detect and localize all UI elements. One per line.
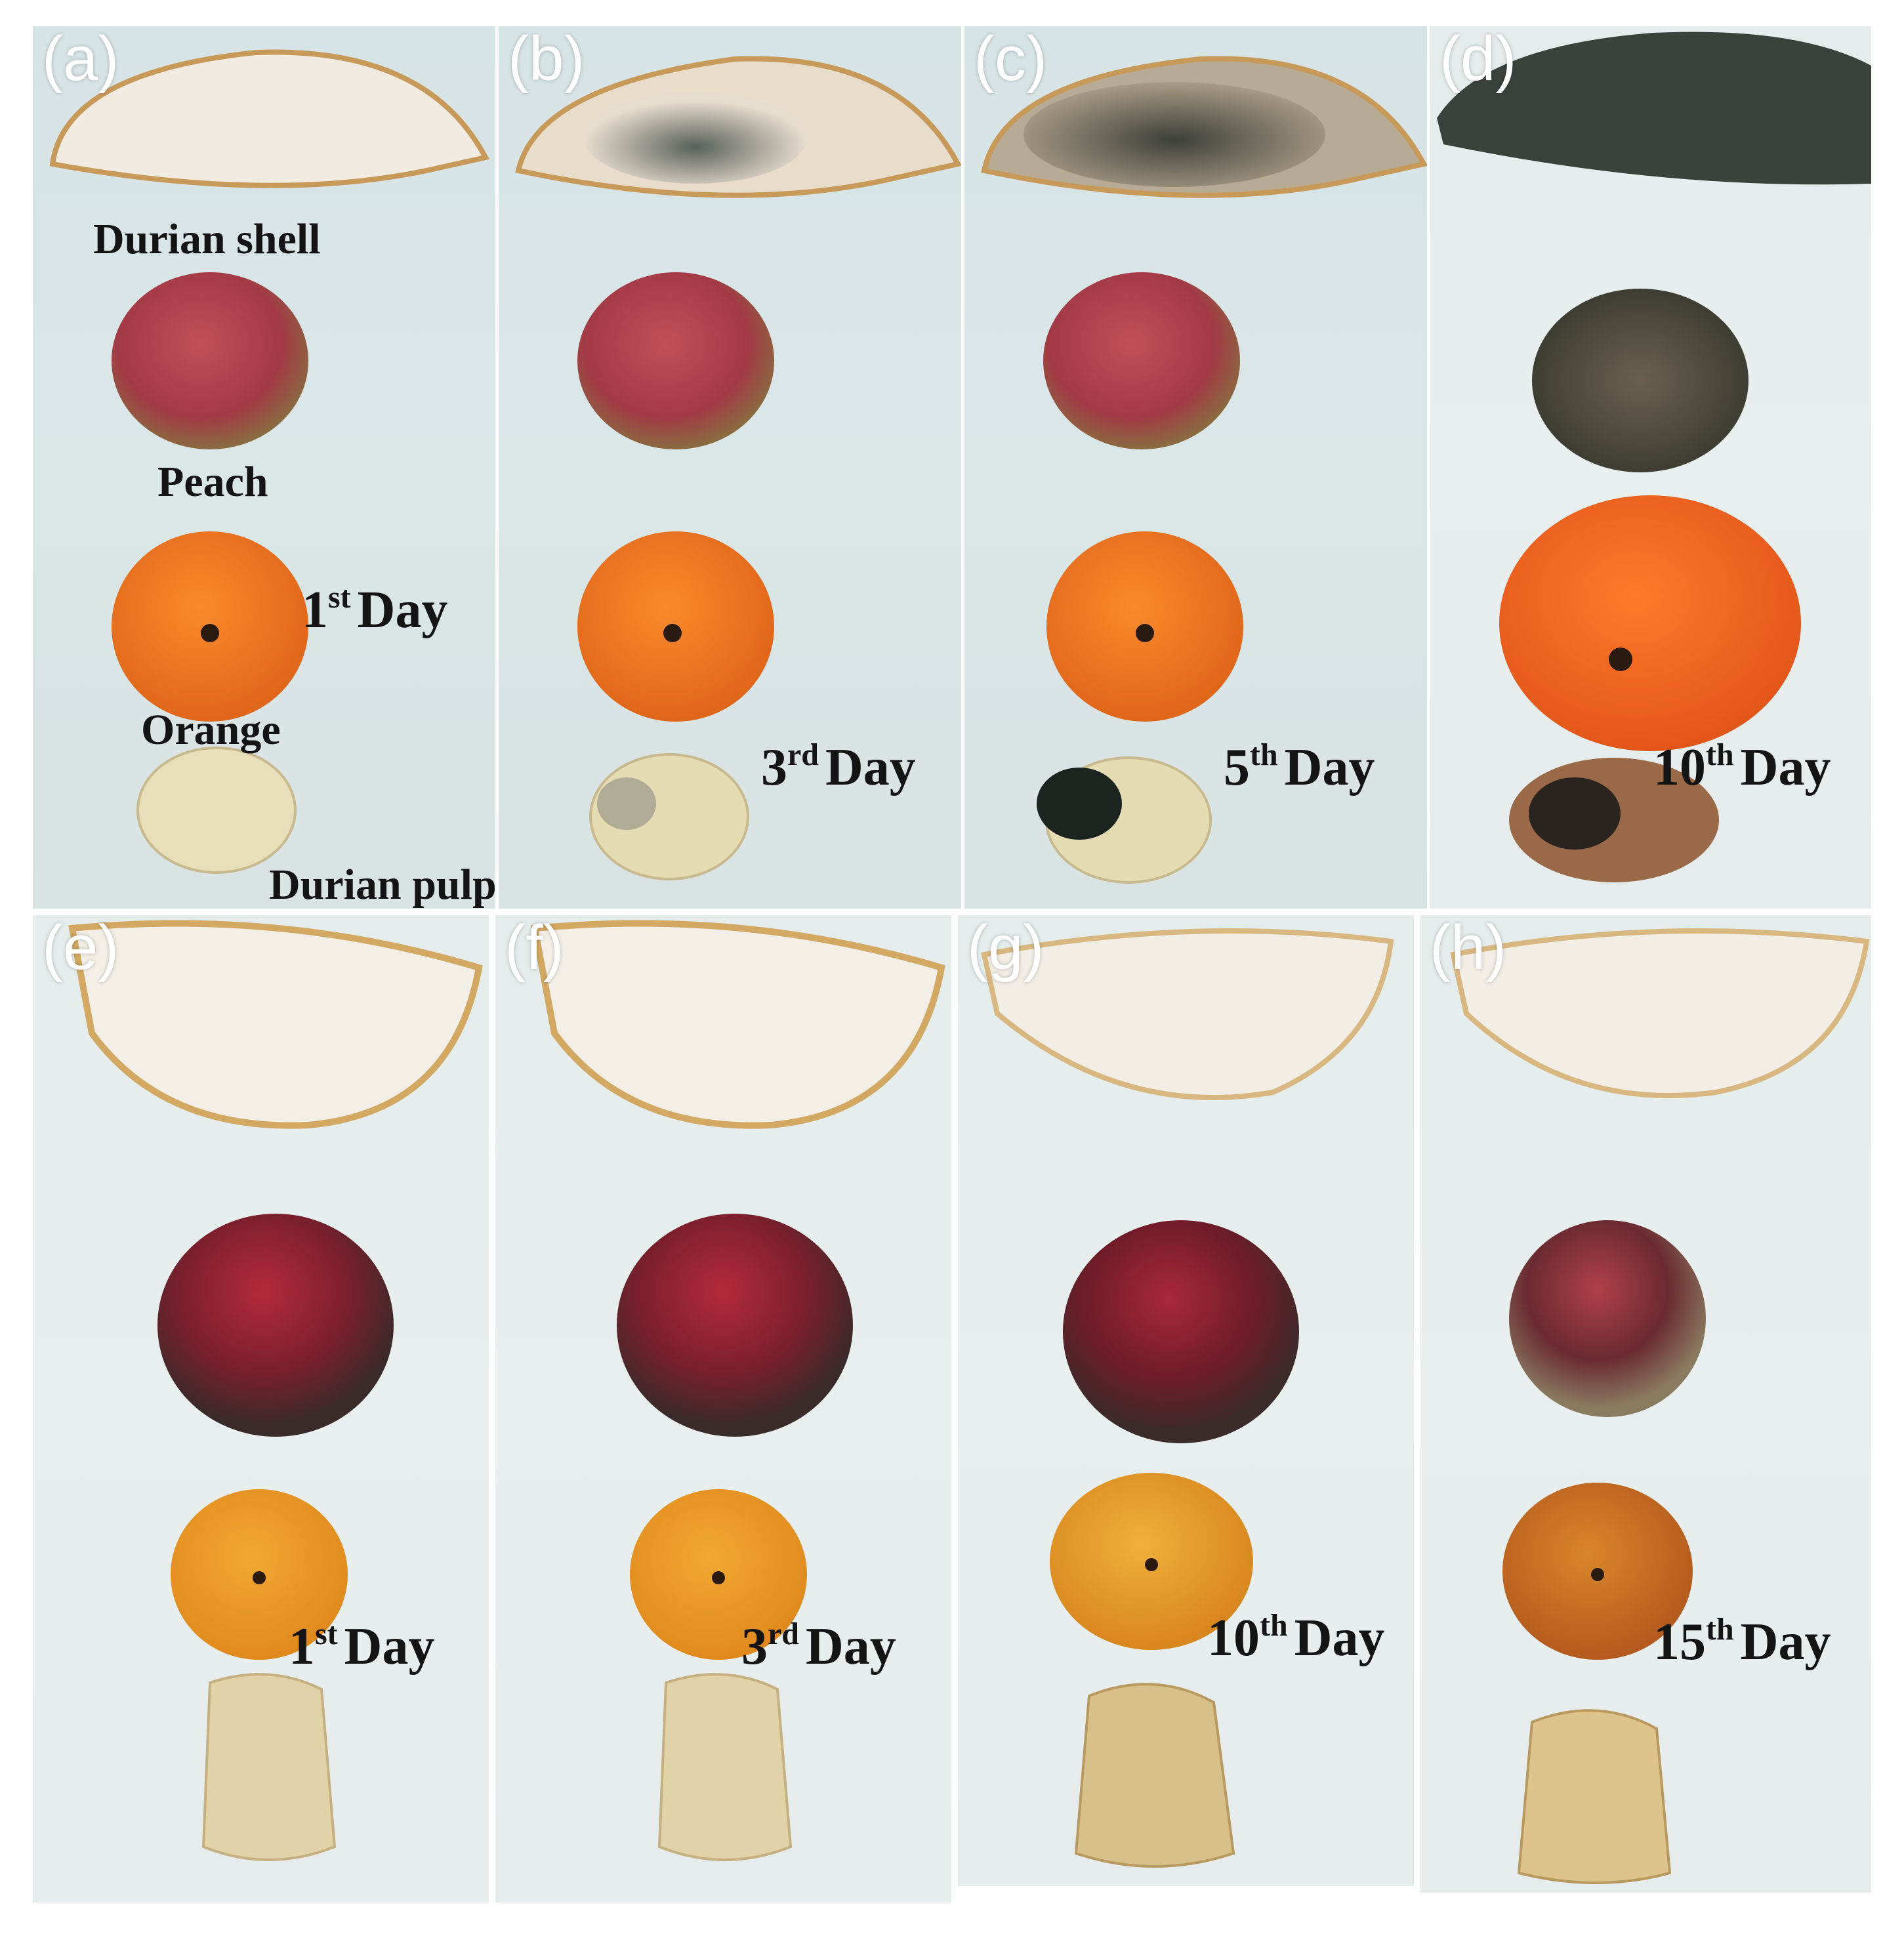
panel-a-photo	[49, 49, 489, 874]
mold-patch	[1037, 768, 1122, 840]
panel-h-photo	[1450, 928, 1870, 1884]
panel-e-photo	[68, 920, 483, 1861]
peach	[112, 272, 308, 449]
panel-a: (a) Durian shell Peach Orange Durian pul…	[33, 26, 495, 909]
panel-tag: (g)	[967, 915, 1045, 983]
panel-tag: (h)	[1430, 915, 1507, 983]
mold-patch	[597, 777, 656, 830]
durian-pulp	[201, 1673, 337, 1861]
day-label: 1st Day	[289, 1616, 435, 1676]
orange-stem	[1609, 648, 1632, 671]
day-label: 3rd Day	[741, 1616, 896, 1676]
panel-g: (g) 10th Day	[958, 915, 1414, 1886]
panel-d-photo	[1437, 31, 1871, 882]
orange	[1499, 495, 1801, 751]
panel-c-photo	[981, 56, 1427, 884]
panel-h: (h) 15th Day	[1420, 915, 1871, 1893]
panel-tag: (e)	[42, 915, 119, 983]
durian-shell	[1437, 31, 1871, 185]
peach	[1043, 272, 1240, 449]
mold-patch	[1024, 82, 1325, 187]
panel-tag: (b)	[508, 26, 585, 94]
panel-e: (e) 1st Day	[33, 915, 489, 1903]
panel-f: (f) 3rd Day	[495, 915, 951, 1903]
label-durian-pulp: Durian pulp	[269, 861, 495, 909]
day-label: 3rd Day	[761, 737, 916, 796]
orange-stem	[201, 624, 219, 642]
panel-g-photo	[981, 928, 1394, 1868]
durian-pulp	[657, 1673, 793, 1861]
mold-patch	[584, 92, 807, 184]
peach	[617, 1214, 853, 1437]
durian-shell	[981, 928, 1394, 1100]
orange-stem	[712, 1571, 725, 1584]
panel-tag: (d)	[1439, 26, 1517, 94]
day-label: 5th Day	[1224, 737, 1375, 796]
durian-pulp	[136, 747, 297, 874]
durian-shell	[531, 920, 945, 1129]
peach	[1532, 289, 1749, 472]
durian-shell	[1450, 928, 1870, 1098]
durian-shell	[68, 920, 483, 1129]
panel-d: (d) 10th Day	[1430, 26, 1871, 909]
durian-shell	[49, 49, 489, 188]
label-durian-shell: Durian shell	[93, 215, 321, 263]
peach	[577, 272, 774, 449]
day-label: 1st Day	[302, 580, 448, 639]
orange-stem	[663, 624, 682, 642]
peach	[1063, 1220, 1299, 1443]
panel-b: (b) 3rd Day	[499, 26, 961, 909]
durian-pulp	[1517, 1709, 1672, 1884]
panel-b-photo	[515, 56, 961, 880]
panel-f-photo	[531, 920, 945, 1861]
label-orange: Orange	[141, 706, 281, 754]
panel-c: (c) 5th Day	[964, 26, 1427, 909]
panel-tag: (a)	[42, 26, 119, 94]
panel-tag: (c)	[974, 26, 1047, 94]
day-label: 10th Day	[1207, 1608, 1385, 1667]
day-label: 10th Day	[1653, 737, 1831, 796]
panel-tag: (f)	[505, 915, 564, 983]
mold-patch	[1529, 777, 1621, 850]
peach	[1509, 1220, 1706, 1417]
durian-pulp	[1074, 1683, 1235, 1868]
orange-stem	[1145, 1558, 1158, 1571]
label-peach: Peach	[157, 458, 268, 506]
orange-stem	[253, 1571, 266, 1584]
orange-stem	[1591, 1568, 1604, 1581]
peach	[157, 1214, 394, 1437]
day-label: 15th Day	[1653, 1612, 1831, 1671]
orange-stem	[1136, 624, 1154, 642]
